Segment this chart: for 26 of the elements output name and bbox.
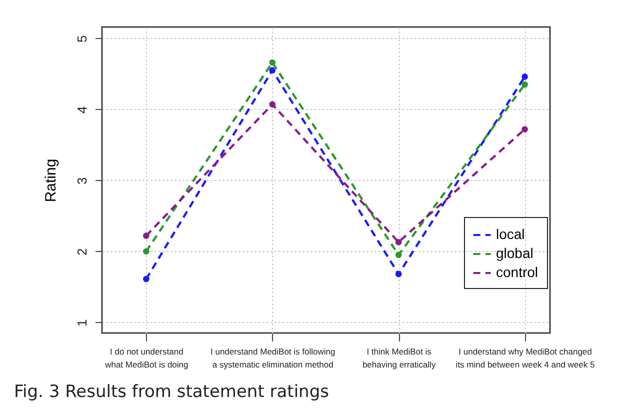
x-tick-label: I think MediBot is behaving erratically (362, 346, 436, 370)
legend-label: global (496, 245, 534, 261)
caption: Fig. 3 Results from statement ratings (14, 382, 329, 402)
point (143, 232, 150, 239)
y-tick-label: 5 (74, 35, 90, 42)
point (395, 252, 402, 258)
x-tick-label: I understand why MediBot changed its mind between week 4 and week 5 (456, 346, 595, 370)
point (269, 101, 276, 108)
y-tick-label: 4 (74, 106, 90, 114)
y-tick-label: 2 (74, 248, 90, 256)
point (143, 276, 150, 282)
point (522, 74, 528, 80)
point (143, 248, 150, 255)
point (395, 270, 402, 278)
y-tick-label: 3 (74, 177, 90, 184)
legend-label: local (496, 226, 525, 242)
x-tick-label: I understand MediBot is following a systematic elimination method (210, 346, 336, 370)
point (395, 238, 402, 246)
y-tick-label: 1 (74, 319, 90, 326)
point (269, 67, 276, 74)
point (522, 81, 528, 88)
x-tick-label: I do not understand what MediBot is doing (104, 346, 189, 370)
point (522, 126, 528, 132)
point (269, 59, 276, 66)
y-axis-title: Rating (42, 158, 60, 202)
legend-label: control (496, 264, 538, 280)
